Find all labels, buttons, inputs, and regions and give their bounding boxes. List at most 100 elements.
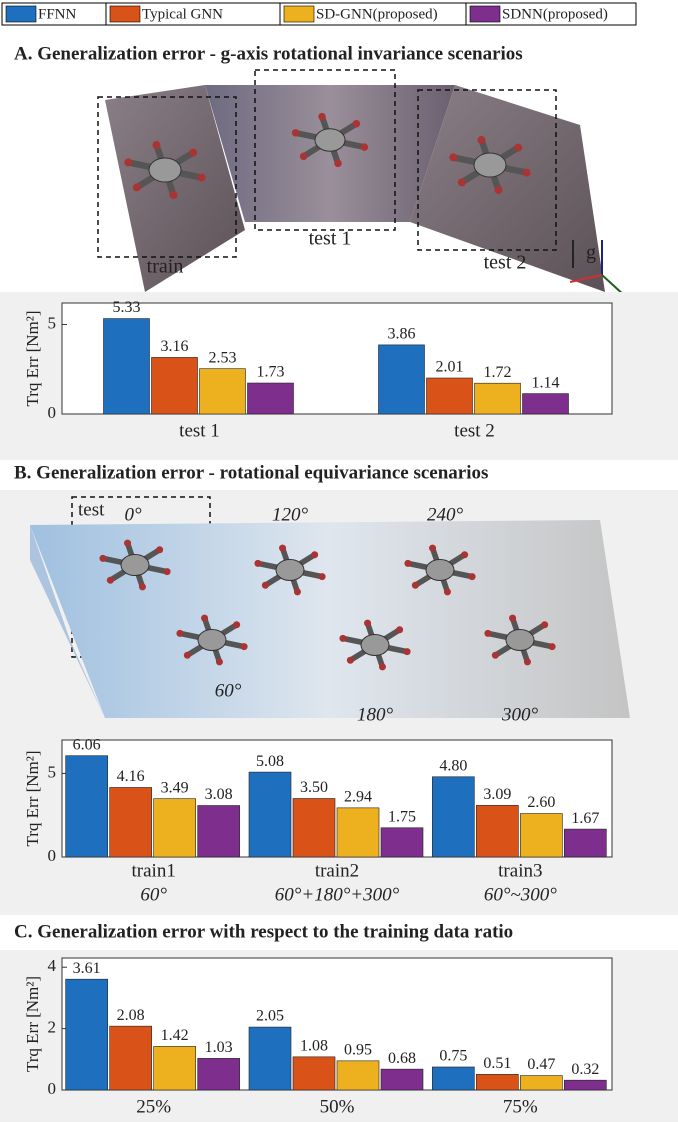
value-label: 3.50 [300,779,328,796]
value-label: 2.08 [117,1007,145,1024]
robot-foot [379,663,386,670]
value-label: 2.01 [436,359,464,376]
y-tick-label: 5 [48,762,57,781]
value-label: 1.67 [571,810,599,827]
robot-body [121,555,149,576]
y-axis-label: Trq Err [Nm²] [23,976,42,1072]
robot-foot [124,158,132,166]
y-tick-label: 0 [48,403,57,422]
scene-label: test [78,499,105,520]
robot-foot [509,615,516,622]
robot-foot [241,643,248,650]
robot-foot [216,658,223,665]
robot-foot [549,643,556,650]
bar [293,799,335,858]
figure: train test 1 test 2 g test 0°120°240°60°… [0,0,678,1124]
robot-foot [449,153,457,161]
robot-foot [311,551,318,558]
robot-foot [107,577,114,584]
bar [104,319,150,414]
value-label: 0.47 [527,1056,555,1073]
robot-foot [412,582,419,589]
robot-foot [458,178,466,186]
robot-foot [300,153,308,161]
x-subcategory-label: 60° [140,884,167,905]
robot-body [315,129,345,152]
robot-foot [170,191,178,199]
robot-foot [429,545,436,552]
value-label: 0.51 [483,1055,511,1072]
robot-foot [292,129,300,137]
robot-foot [152,141,160,149]
value-label: 4.16 [117,768,145,785]
robot-foot [319,573,326,580]
robot-body [198,630,226,651]
bar [152,357,198,414]
bar [523,394,569,414]
bar [154,799,196,857]
robot-foot [233,621,240,628]
bar [198,1058,240,1090]
bar [249,1027,291,1090]
value-label: 2.53 [209,349,237,366]
bar [293,1057,335,1090]
robot-foot [334,160,342,168]
bar [66,979,108,1090]
x-tick-label: test 1 [179,420,220,441]
robot-foot [156,546,163,553]
value-label: 3.09 [483,786,511,803]
robot-body [506,630,534,651]
robot-foot [124,540,131,547]
y-tick-label: 0 [48,846,57,865]
y-tick-label: 5 [48,313,57,332]
scene-b-plane [30,520,630,718]
robot-foot [492,652,499,659]
bar [381,828,423,857]
robot-body [149,158,181,182]
bar [564,829,606,857]
bar [379,345,425,414]
section-title: A. Generalization error - g-axis rotatio… [14,43,523,64]
page: {"chart_data": [ {"type": "bar", "title"… [0,0,678,1124]
robot-foot [176,630,183,637]
x-subcategory-label: 60°+180°+300° [275,884,400,905]
value-label: 5.08 [256,753,284,770]
legend-swatch [284,6,314,22]
robot-body [474,153,506,177]
x-tick-label: train2 [315,860,359,881]
bar [475,383,521,414]
y-tick-label: 4 [48,956,57,975]
robot-foot [444,588,451,595]
robot-foot [133,183,141,191]
robot-foot [396,626,403,633]
value-label: 1.08 [300,1038,328,1055]
bar [154,1046,196,1090]
scene-label: train [147,256,184,278]
value-label: 0.68 [388,1050,416,1067]
y-tick-label: 2 [48,1018,57,1037]
x-tick-label: train3 [498,860,542,881]
robot-foot [524,658,531,665]
bar [564,1080,606,1090]
x-tick-label: train1 [132,860,176,881]
bar [248,383,294,414]
bar [110,787,152,857]
x-tick-label: 25% [136,1096,171,1117]
robot-foot [484,630,491,637]
robot-foot [339,635,346,642]
value-label: 0.75 [439,1048,467,1065]
bar [427,378,473,414]
bar [249,772,291,857]
legend-swatch [470,6,500,22]
angle-label: 0° [124,504,142,525]
bar [66,756,108,857]
robot-foot [262,582,269,589]
y-axis-label: Trq Err [Nm²] [23,750,42,846]
scene-label: test 1 [309,228,352,250]
robot-foot [477,136,485,144]
robot-foot [164,568,171,575]
bar [520,1076,562,1090]
value-label: 1.73 [257,364,285,381]
bar [476,805,518,857]
bar [432,777,474,857]
